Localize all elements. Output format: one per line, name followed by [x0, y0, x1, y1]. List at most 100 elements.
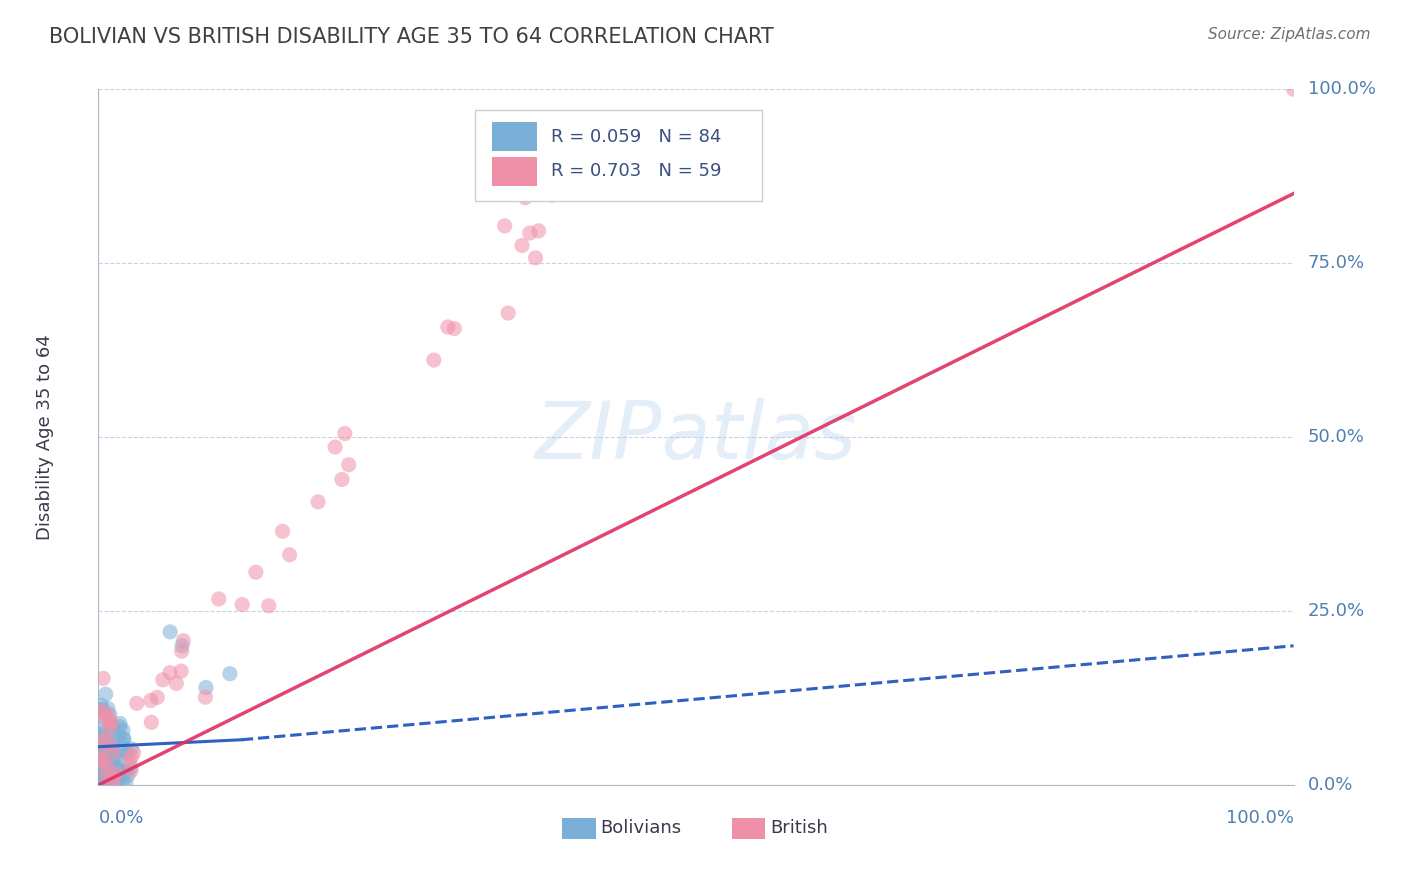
Point — [91, 756, 114, 770]
Point — [90, 723, 112, 737]
Point — [87, 702, 110, 716]
Point — [96, 769, 118, 783]
Point — [97, 701, 120, 715]
Point — [172, 639, 194, 653]
Text: 0.0%: 0.0% — [98, 809, 143, 827]
Point — [89, 757, 111, 772]
Point — [278, 548, 301, 562]
Point — [307, 495, 329, 509]
Point — [89, 754, 111, 768]
Point — [90, 698, 112, 713]
Text: 50.0%: 50.0% — [1308, 428, 1365, 446]
Point — [194, 690, 217, 705]
Point — [159, 624, 181, 639]
Point — [159, 665, 181, 680]
Point — [146, 690, 169, 705]
Point — [100, 763, 122, 777]
Point — [89, 763, 111, 777]
Point — [93, 758, 115, 772]
Point — [120, 764, 142, 778]
Point — [110, 765, 132, 780]
Point — [91, 752, 114, 766]
Point — [93, 706, 115, 720]
Point — [112, 764, 135, 778]
Point — [96, 737, 118, 751]
Point — [108, 770, 131, 784]
Point — [515, 191, 537, 205]
Point — [91, 739, 114, 754]
Point — [97, 707, 120, 722]
Point — [104, 774, 127, 789]
Point — [524, 251, 547, 265]
Point — [117, 746, 139, 760]
Text: British: British — [770, 819, 828, 837]
Point — [94, 736, 117, 750]
Point — [510, 238, 533, 252]
Point — [100, 752, 122, 766]
Point — [93, 771, 115, 785]
Point — [108, 729, 131, 743]
Point — [100, 719, 122, 733]
Point — [541, 188, 564, 202]
Point — [91, 764, 114, 779]
Point — [112, 731, 135, 746]
Point — [436, 320, 458, 334]
Point — [117, 768, 139, 782]
Point — [93, 758, 115, 772]
Point — [105, 766, 128, 780]
FancyBboxPatch shape — [475, 110, 762, 201]
Point — [100, 714, 122, 729]
Point — [103, 745, 125, 759]
Point — [121, 749, 143, 764]
Point — [108, 763, 131, 777]
Point — [337, 458, 360, 472]
Point — [122, 746, 145, 760]
Point — [90, 755, 112, 769]
Text: R = 0.059   N = 84: R = 0.059 N = 84 — [551, 128, 721, 145]
Point — [98, 721, 121, 735]
Point — [330, 472, 353, 486]
Text: Disability Age 35 to 64: Disability Age 35 to 64 — [35, 334, 53, 540]
Point — [100, 734, 122, 748]
Point — [1282, 82, 1305, 96]
Point — [219, 666, 242, 681]
Bar — [492, 122, 537, 151]
Point — [89, 764, 111, 779]
Text: 0.0%: 0.0% — [1308, 776, 1353, 794]
Bar — [733, 818, 765, 838]
Point — [91, 739, 114, 754]
Point — [94, 744, 117, 758]
Point — [111, 749, 134, 764]
Point — [111, 772, 134, 787]
Text: 25.0%: 25.0% — [1308, 602, 1365, 620]
Point — [494, 219, 516, 233]
Point — [94, 732, 117, 747]
Point — [97, 737, 120, 751]
Point — [111, 737, 134, 751]
Point — [96, 752, 118, 766]
Point — [93, 770, 115, 784]
Point — [139, 693, 162, 707]
Point — [96, 763, 118, 777]
Point — [89, 704, 111, 718]
Point — [104, 761, 127, 775]
Point — [141, 715, 163, 730]
Text: Bolivians: Bolivians — [600, 819, 682, 837]
Point — [97, 739, 120, 753]
Point — [108, 716, 131, 731]
Point — [89, 733, 111, 747]
Point — [103, 771, 125, 785]
Point — [93, 710, 115, 724]
Point — [89, 739, 111, 754]
Point — [96, 774, 118, 789]
Point — [98, 772, 121, 786]
Point — [94, 710, 117, 724]
Point — [91, 702, 114, 716]
Point — [108, 764, 131, 778]
Point — [108, 720, 131, 734]
Point — [496, 306, 519, 320]
Point — [519, 226, 541, 240]
Point — [112, 742, 135, 756]
Point — [103, 721, 125, 735]
Point — [96, 769, 118, 783]
